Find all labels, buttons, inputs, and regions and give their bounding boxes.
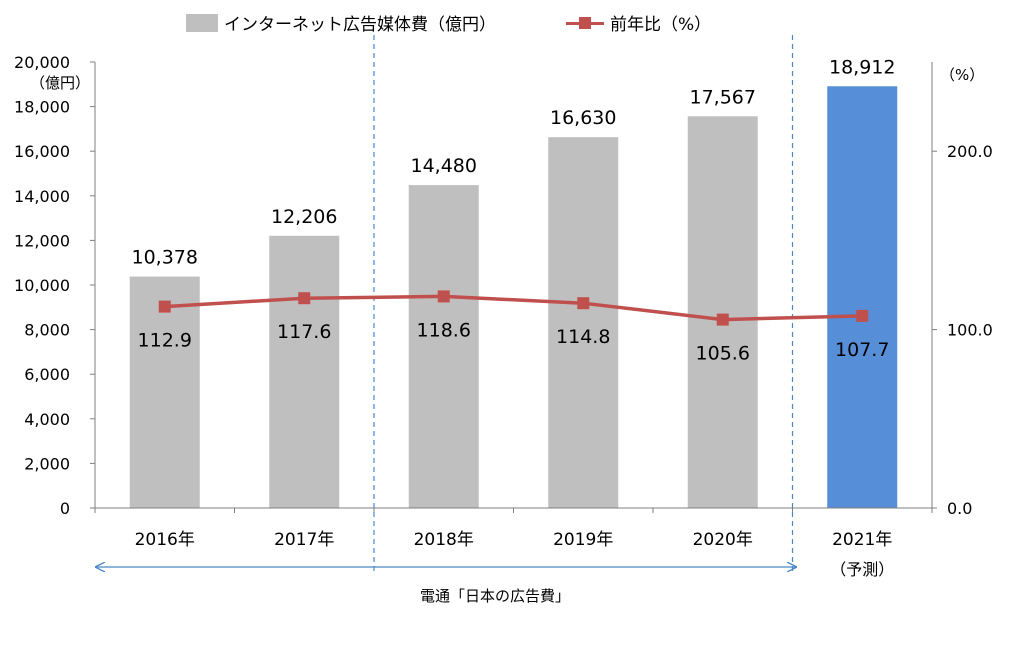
legend-line-swatch [566,14,604,32]
left-axis-tick-label: 10,000 [14,276,70,295]
bar-value-label: 16,630 [550,107,616,129]
x-axis-category-label: 2018年 [414,530,474,550]
x-axis-category-label: 2016年 [135,530,195,550]
yoy-marker [437,290,450,303]
left-axis-unit: （億円） [30,74,90,92]
right-axis-unit: （%） [940,66,984,84]
legend-line-marker [579,16,591,29]
left-axis-tick-label: 12,000 [14,231,70,250]
bar-2019年 [548,137,619,508]
yoy-value-label: 105.6 [696,343,750,365]
yoy-marker [856,309,869,322]
bar-value-label: 14,480 [411,155,477,177]
yoy-marker [716,313,729,326]
bar-2018年 [408,185,479,508]
left-axis-tick-label: 14,000 [14,187,70,206]
left-axis-tick-label: 20,000 [14,53,70,72]
left-axis-tick-label: 6,000 [24,365,70,384]
yoy-marker [577,297,590,310]
left-axis-tick-label: 18,000 [14,98,70,117]
bar-value-label: 18,912 [829,56,895,78]
right-axis-tick-label: 0.0 [947,499,972,518]
yoy-marker [158,300,171,313]
right-axis-tick-label: 200.0 [947,142,993,161]
bar-2021年 [827,86,898,509]
left-axis-tick-label: 0 [60,499,70,518]
x-axis-category-label: 2021年 [832,530,892,550]
legend-bar-swatch [186,13,218,32]
legend-bar-label: インターネット広告媒体費（億円） [224,15,496,35]
right-axis-tick-label: 100.0 [947,321,993,340]
x-axis-category-label: 2019年 [553,530,613,550]
x-axis-category-label: 2017年 [274,530,334,550]
left-axis-tick-label: 8,000 [24,321,70,340]
bar-2016年 [129,276,200,508]
yoy-value-label: 112.9 [138,330,192,352]
x-axis-category-sublabel: （予測） [830,560,894,579]
yoy-marker [298,292,311,305]
bar-2017年 [269,235,340,508]
source-note: 電通「日本の広告費」 [420,587,570,605]
yoy-value-label: 107.7 [835,339,889,361]
yoy-value-label: 117.6 [277,321,331,343]
bar-value-label: 17,567 [690,86,756,108]
yoy-value-label: 118.6 [417,319,471,341]
legend-line-label: 前年比（%） [610,15,712,35]
left-axis-tick-label: 4,000 [24,410,70,429]
yoy-line [164,294,863,322]
bar-value-label: 12,206 [271,206,337,228]
x-axis-category-label: 2020年 [693,530,753,550]
left-axis-tick-label: 16,000 [14,142,70,161]
left-axis-tick-label: 2,000 [24,454,70,473]
bar-2020年 [687,116,758,509]
legend-item-bar: インターネット広告媒体費（億円） [186,10,496,35]
yoy-value-label: 114.8 [556,326,610,348]
bar-value-label: 10,378 [132,247,198,269]
legend-item-line: 前年比（%） [566,10,711,35]
